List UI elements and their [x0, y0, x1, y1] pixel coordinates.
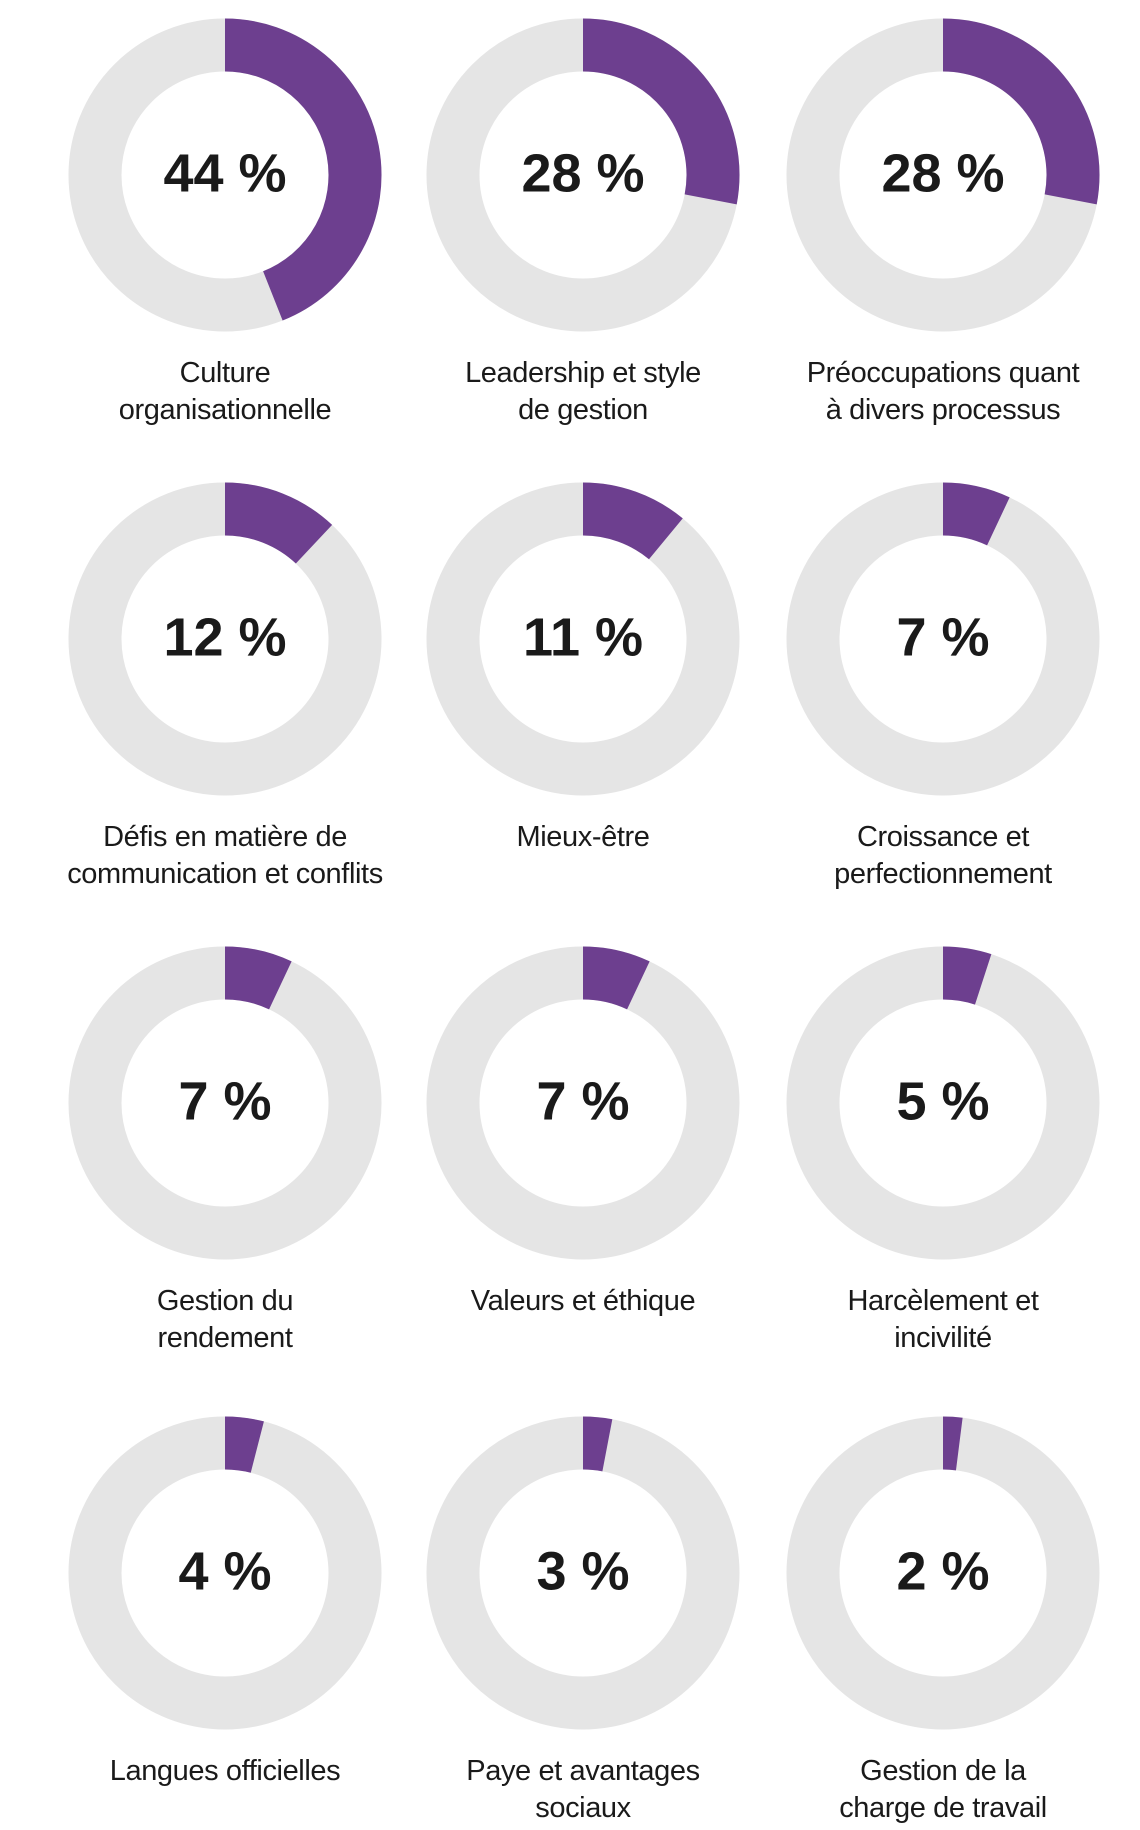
- category-label: rendement: [157, 1322, 292, 1354]
- value-label: 44 %: [163, 143, 286, 203]
- value-label: 2 %: [896, 1541, 989, 1601]
- category-label: perfectionnement: [834, 858, 1052, 890]
- category-label: Langues officielles: [110, 1755, 340, 1787]
- value-label: 28 %: [521, 143, 644, 203]
- category-label: de gestion: [518, 394, 648, 426]
- value-label: 7 %: [896, 607, 989, 667]
- value-label: 4 %: [178, 1541, 271, 1601]
- value-label: 3 %: [536, 1541, 629, 1601]
- category-label: Leadership et style: [465, 357, 701, 389]
- category-label: organisationnelle: [119, 394, 331, 426]
- category-label: Culture: [180, 357, 271, 389]
- donut-arc: [942, 1416, 963, 1471]
- category-label: Paye et avantages: [466, 1755, 699, 1787]
- category-label: à divers processus: [826, 394, 1061, 426]
- donut-arc: [942, 18, 1100, 205]
- donut-arc: [582, 1416, 613, 1472]
- value-label: 7 %: [536, 1071, 629, 1131]
- category-label: sociaux: [535, 1792, 631, 1824]
- category-label: Harcèlement et: [847, 1285, 1038, 1317]
- donut-arc: [224, 1416, 264, 1473]
- value-label: 12 %: [163, 607, 286, 667]
- category-label: Gestion de la: [860, 1755, 1027, 1787]
- category-label: incivilité: [894, 1322, 992, 1354]
- donut-arc: [224, 482, 333, 565]
- donut-arc: [224, 946, 292, 1010]
- donut-arc: [942, 946, 992, 1005]
- donut-arc: [224, 18, 382, 321]
- category-label: Défis en matière de: [103, 821, 347, 853]
- category-label: Mieux-être: [517, 821, 650, 853]
- category-label: Préoccupations quant: [807, 357, 1080, 389]
- category-label: Valeurs et éthique: [471, 1285, 695, 1317]
- donut-arc: [582, 18, 740, 205]
- value-label: 11 %: [523, 607, 643, 667]
- donut-arc: [942, 482, 1010, 546]
- category-label: charge de travail: [839, 1792, 1047, 1824]
- value-label: 7 %: [178, 1071, 271, 1131]
- category-label: communication et conflits: [67, 858, 383, 890]
- category-label: Croissance et: [857, 821, 1029, 853]
- category-label: Gestion du: [157, 1285, 293, 1317]
- donut-arc: [582, 946, 650, 1010]
- value-label: 28 %: [881, 143, 1004, 203]
- value-label: 5 %: [896, 1071, 989, 1131]
- donut-arc: [582, 482, 683, 560]
